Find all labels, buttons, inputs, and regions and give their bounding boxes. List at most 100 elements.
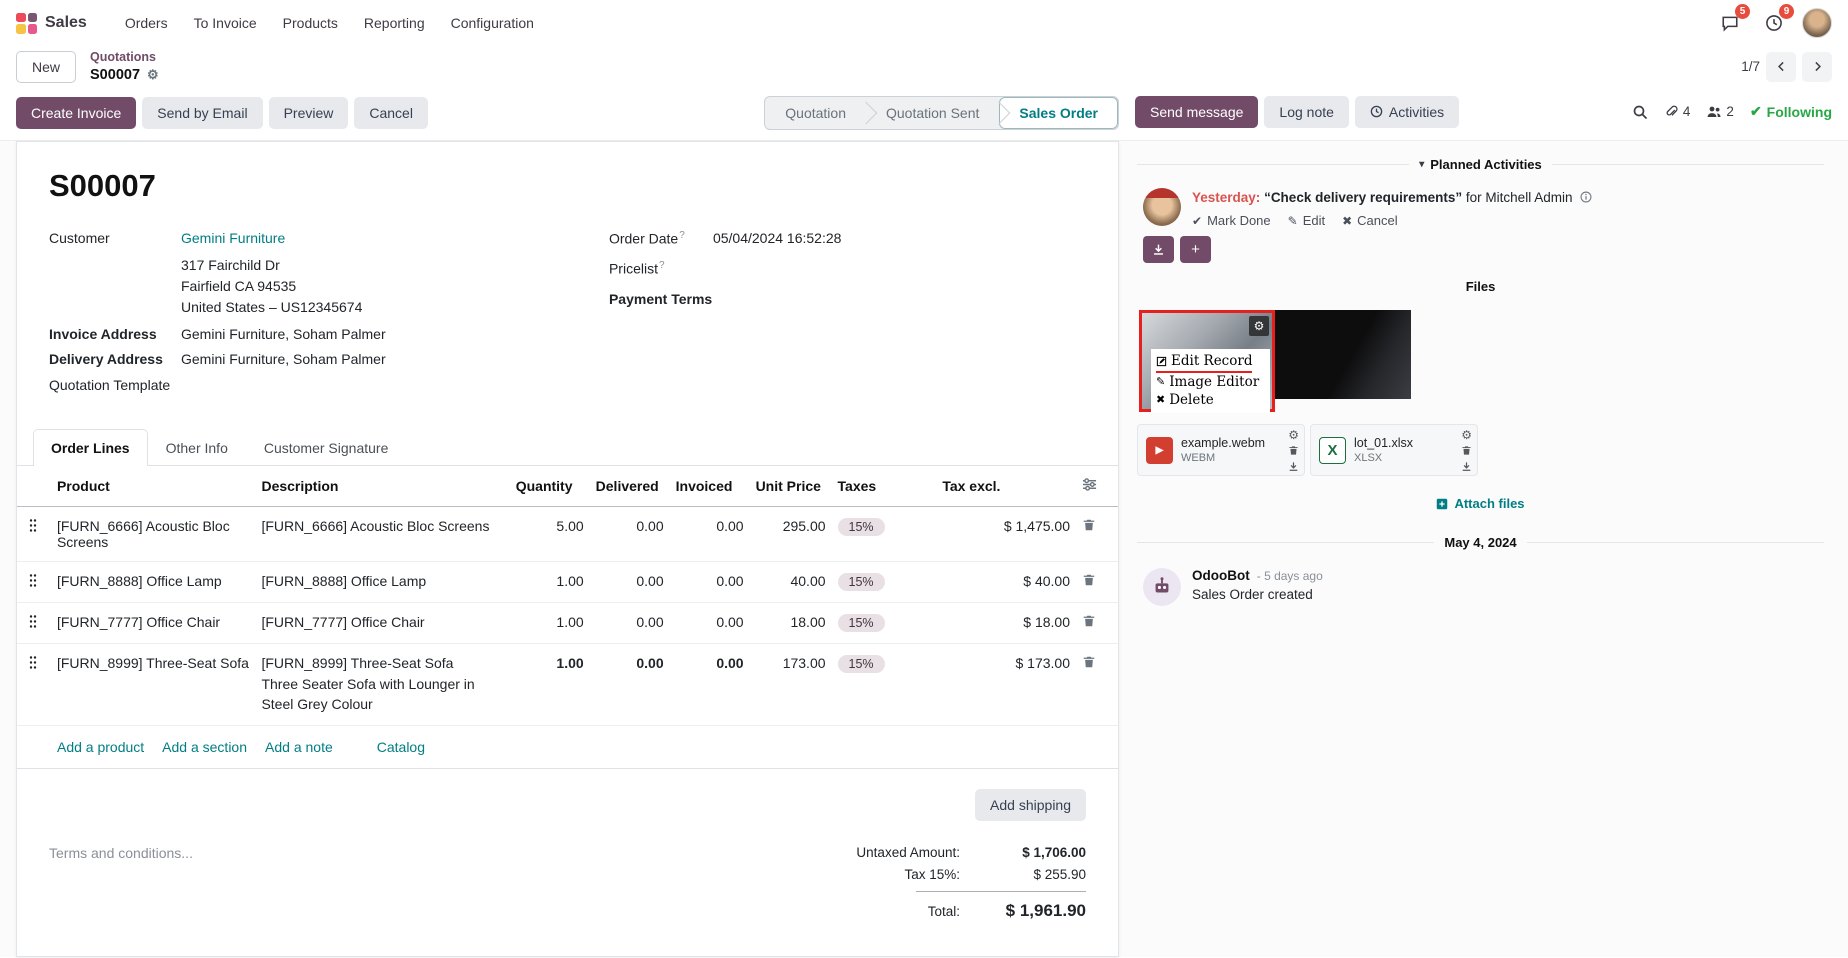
cell-delivered[interactable]: 0.00	[589, 506, 670, 562]
info-icon[interactable]	[1580, 191, 1592, 203]
cell-invoiced[interactable]: 0.00	[669, 602, 750, 644]
status-quotation-sent[interactable]: Quotation Sent	[866, 97, 999, 129]
attachment-download-icon[interactable]	[1461, 461, 1472, 472]
send-by-email-button[interactable]: Send by Email	[142, 96, 263, 129]
col-invoiced[interactable]: Invoiced	[669, 465, 750, 507]
status-sales-order[interactable]: Sales Order	[999, 96, 1118, 129]
col-product[interactable]: Product	[50, 465, 256, 507]
messages-button[interactable]: 5	[1714, 4, 1750, 39]
tax-badge[interactable]: 15%	[837, 572, 885, 591]
new-button[interactable]: New	[16, 50, 77, 83]
add-note-link[interactable]: Add a note	[265, 739, 333, 756]
tax-badge[interactable]: 15%	[837, 613, 885, 632]
add-section-link[interactable]: Add a section	[162, 739, 248, 756]
menu-edit-record[interactable]: Edit Record	[1156, 352, 1253, 374]
cell-invoiced[interactable]: 0.00	[669, 643, 750, 727]
menu-to-invoice[interactable]: To Invoice	[193, 15, 257, 31]
attachment-download-icon[interactable]	[1288, 461, 1299, 472]
terms-placeholder[interactable]: Terms and conditions...	[49, 845, 193, 862]
attachment-card-xlsx[interactable]: X lot_01.xlsx XLSX ⚙	[1310, 424, 1478, 476]
cell-description[interactable]: [FURN_8888] Office Lamp	[255, 561, 510, 603]
delete-line-button[interactable]	[1082, 655, 1096, 669]
add-attachment-button[interactable]: +	[1180, 236, 1211, 263]
order-line-row[interactable]: [FURN_7777] Office Chair [FURN_7777] Off…	[17, 602, 1118, 644]
attachment-delete-icon[interactable]	[1461, 445, 1472, 456]
mark-done-button[interactable]: ✔ Mark Done	[1192, 213, 1271, 228]
menu-reporting[interactable]: Reporting	[363, 15, 425, 31]
activities-systray-button[interactable]: 9	[1758, 4, 1794, 39]
create-invoice-button[interactable]: Create Invoice	[16, 96, 137, 129]
cell-unit-price[interactable]: 295.00	[749, 506, 832, 562]
cell-unit-price[interactable]: 40.00	[749, 561, 832, 603]
col-quantity[interactable]: Quantity	[509, 465, 590, 507]
menu-image-editor[interactable]: ✎ Image Editor	[1156, 374, 1260, 391]
attachment-gear-icon[interactable]: ⚙	[1249, 316, 1269, 336]
col-description[interactable]: Description	[255, 465, 510, 507]
cell-quantity[interactable]: 1.00	[509, 561, 590, 603]
cell-delivered[interactable]: 0.00	[589, 602, 670, 644]
cell-quantity[interactable]: 5.00	[509, 506, 590, 562]
planned-activities-toggle[interactable]: ▾ Planned Activities	[1419, 156, 1542, 172]
catalog-link[interactable]: Catalog	[376, 739, 426, 756]
delete-line-button[interactable]	[1082, 573, 1096, 587]
customer-link[interactable]: Gemini Furniture	[181, 229, 286, 246]
cell-description[interactable]: [FURN_8999] Three-Seat Sofa Three Seater…	[255, 643, 510, 727]
col-unit-price[interactable]: Unit Price	[749, 465, 832, 507]
drag-handle-icon[interactable]	[29, 614, 37, 629]
image-attachment-selected[interactable]: ⚙ Edit Record ✎ Image Editor ✖ Delete	[1139, 310, 1275, 413]
status-quotation[interactable]: Quotation	[785, 104, 846, 121]
user-avatar[interactable]	[1802, 8, 1832, 38]
optional-columns-icon[interactable]	[1082, 477, 1097, 492]
image-attachment[interactable]	[1275, 310, 1411, 399]
drag-handle-icon[interactable]	[29, 518, 37, 533]
order-date-value[interactable]: 05/04/2024 16:52:28	[712, 230, 842, 247]
cell-delivered[interactable]: 0.00	[589, 561, 670, 603]
tab-other-info[interactable]: Other Info	[165, 439, 228, 456]
breadcrumb-quotations[interactable]: Quotations	[90, 50, 156, 64]
add-shipping-button[interactable]: Add shipping	[975, 789, 1086, 822]
cell-product[interactable]: [FURN_7777] Office Chair	[50, 602, 256, 644]
cell-quantity[interactable]: 1.00	[509, 602, 590, 644]
cell-product[interactable]: [FURN_8999] Three-Seat Sofa	[50, 643, 256, 727]
cell-description[interactable]: [FURN_7777] Office Chair	[255, 602, 510, 644]
attach-files-link[interactable]: Attach files	[1137, 496, 1824, 511]
activities-button[interactable]: Activities	[1354, 95, 1460, 128]
menu-orders[interactable]: Orders	[124, 15, 168, 31]
cell-unit-price[interactable]: 18.00	[749, 602, 832, 644]
cell-invoiced[interactable]: 0.00	[669, 561, 750, 603]
attachment-delete-icon[interactable]	[1288, 445, 1299, 456]
cell-invoiced[interactable]: 0.00	[669, 506, 750, 562]
preview-button[interactable]: Preview	[268, 96, 349, 129]
download-all-files-button[interactable]	[1143, 236, 1174, 263]
cell-unit-price[interactable]: 173.00	[749, 643, 832, 727]
pager-previous-button[interactable]	[1766, 51, 1796, 82]
tax-badge[interactable]: 15%	[837, 517, 885, 536]
col-taxes[interactable]: Taxes	[831, 465, 937, 507]
attachment-gear-icon[interactable]: ⚙	[1461, 428, 1472, 442]
invoice-address-value[interactable]: Gemini Furniture, Soham Palmer	[181, 325, 386, 342]
cell-delivered[interactable]: 0.00	[589, 643, 670, 727]
attachments-counter[interactable]: 4	[1664, 104, 1690, 119]
cancel-activity-button[interactable]: ✖ Cancel	[1342, 213, 1398, 228]
tab-customer-signature[interactable]: Customer Signature	[263, 439, 389, 456]
record-actions-gear-icon[interactable]: ⚙	[147, 66, 159, 82]
search-messages-icon[interactable]	[1632, 104, 1648, 120]
add-product-link[interactable]: Add a product	[57, 739, 145, 756]
app-name[interactable]: Sales	[45, 14, 87, 31]
edit-activity-button[interactable]: ✎ Edit	[1287, 213, 1326, 228]
cell-product[interactable]: [FURN_8888] Office Lamp	[50, 561, 256, 603]
drag-handle-icon[interactable]	[29, 573, 37, 588]
menu-delete[interactable]: ✖ Delete	[1156, 392, 1214, 409]
message-author[interactable]: OdooBot	[1192, 568, 1250, 583]
order-line-row[interactable]: [FURN_8888] Office Lamp [FURN_8888] Offi…	[17, 561, 1118, 603]
tax-badge[interactable]: 15%	[837, 654, 885, 673]
attachment-card-webm[interactable]: ▶ example.webm WEBM ⚙	[1137, 424, 1305, 476]
pager-next-button[interactable]	[1802, 51, 1832, 82]
menu-products[interactable]: Products	[282, 15, 338, 31]
log-note-button[interactable]: Log note	[1264, 95, 1349, 128]
delete-line-button[interactable]	[1082, 614, 1096, 628]
followers-counter[interactable]: 2	[1706, 104, 1734, 120]
cancel-button[interactable]: Cancel	[354, 96, 428, 129]
order-line-row[interactable]: [FURN_6666] Acoustic Bloc Screens [FURN_…	[17, 506, 1118, 562]
send-message-button[interactable]: Send message	[1135, 95, 1259, 128]
